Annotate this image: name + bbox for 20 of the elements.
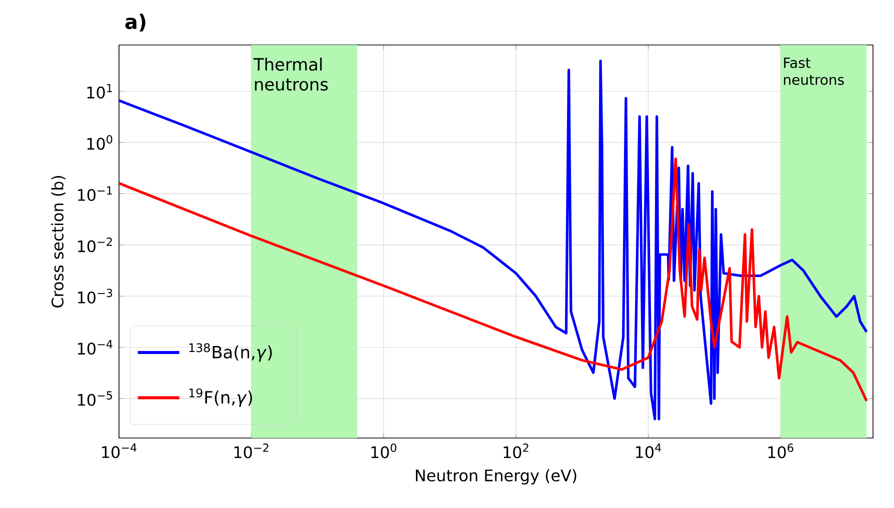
chart-title: a) — [125, 14, 146, 32]
y-tick-label: 10$^{−5}$ — [78, 391, 112, 406]
x-tick-label: 10$^{6}$ — [768, 444, 794, 458]
x-tick-label: 10$^{2}$ — [504, 444, 528, 458]
y-tick-label: 10$^{−4}$ — [78, 340, 112, 355]
x-tick-label: 10$^{4}$ — [636, 444, 662, 458]
x-tick-label: 10$^{0}$ — [371, 444, 396, 458]
legend-label: $^{138}$Ba(n,γ) — [189, 343, 272, 362]
y-tick-label: 10$^{0}$ — [87, 135, 112, 150]
y-tick-label: 10$^{−2}$ — [78, 238, 112, 252]
legend-label: $^{19}$F(n,γ) — [189, 388, 252, 407]
x-axis-title: Neutron Energy (eV) — [416, 469, 576, 485]
y-tick-label: 10$^{−3}$ — [78, 288, 112, 304]
y-tick-label: 10$^{1}$ — [87, 84, 112, 99]
band-label: Fast neutrons — [784, 58, 844, 85]
y-tick-label: 10$^{−1}$ — [78, 186, 112, 201]
band-label: Thermal neutrons — [253, 58, 328, 91]
y-axis-title: Cross section (b) — [51, 176, 66, 308]
x-tick-label: 10$^{−4}$ — [102, 444, 136, 458]
x-tick-label: 10$^{−2}$ — [234, 444, 268, 458]
